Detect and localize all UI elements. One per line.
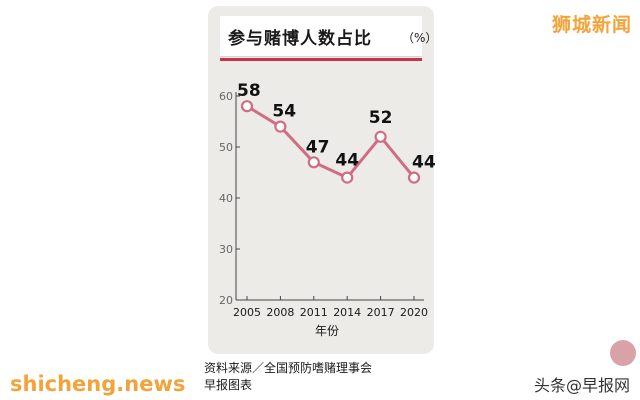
- brand-logo-text: 狮城新闻: [551, 14, 632, 36]
- data-label: 44: [412, 153, 436, 173]
- chart-card: 参与赌博人数占比 （%）: [208, 6, 437, 354]
- data-point: [307, 156, 320, 169]
- data-label: 47: [306, 137, 330, 157]
- chart-unit: （%）: [402, 31, 438, 45]
- data-label: 58: [237, 81, 261, 101]
- source-line: 资料来源／全国预防嗜赌理事会: [204, 361, 373, 375]
- x-tick-label: 2017: [367, 306, 395, 319]
- emblem-icon: [610, 340, 636, 366]
- x-tick-label: 2020: [400, 306, 428, 319]
- chart-title: 参与赌博人数占比: [228, 29, 372, 49]
- x-axis-label: 年份: [315, 324, 339, 338]
- x-tick-label: 2008: [266, 306, 294, 319]
- data-point: [341, 171, 354, 184]
- title-underline: [220, 58, 422, 61]
- data-label: 52: [369, 108, 393, 128]
- y-tick-label: 40: [219, 192, 233, 205]
- x-tick-label: 2011: [300, 306, 328, 319]
- source-credit: 早报图表: [204, 378, 253, 392]
- data-point: [240, 100, 254, 113]
- data-point: [374, 130, 387, 143]
- y-tick-label: 20: [219, 294, 233, 307]
- data-point: [274, 120, 287, 133]
- y-tick-label: 30: [219, 243, 233, 256]
- data-label: 44: [335, 151, 359, 171]
- chart-title-box: 参与赌博人数占比 （%）: [220, 16, 437, 56]
- x-tick-label: 2014: [333, 306, 361, 319]
- y-tick-label: 60: [219, 90, 233, 103]
- corner-tag: 头条@早报网: [533, 376, 630, 395]
- source-note: 资料来源／全国预防嗜赌理事会 早报图表: [204, 360, 372, 394]
- watermark: shicheng.news: [10, 372, 186, 396]
- series-line: [246, 104, 416, 180]
- y-tick-label: 50: [219, 141, 233, 154]
- data-point: [407, 171, 421, 184]
- x-tick-label: 2005: [233, 306, 261, 319]
- data-label: 54: [272, 102, 296, 122]
